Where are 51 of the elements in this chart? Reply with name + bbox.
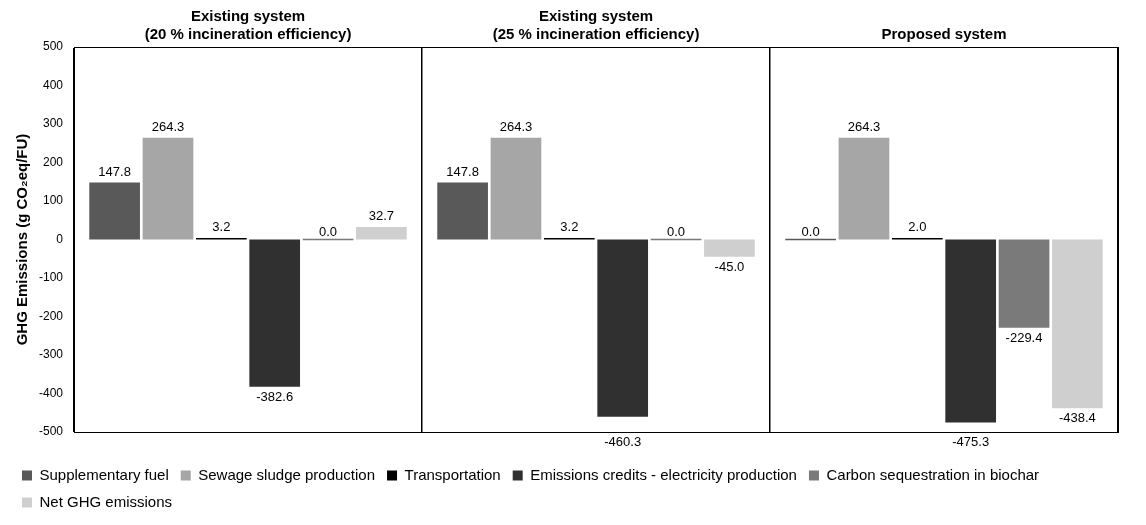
y-tick-label: 300 — [42, 116, 64, 131]
bar — [945, 239, 997, 423]
data-label: 3.2 — [560, 219, 579, 235]
data-label: 0.0 — [319, 224, 338, 240]
legend-label: Carbon sequestration in biochar — [826, 465, 1040, 483]
bar — [597, 239, 649, 417]
y-tick-label: 0 — [56, 231, 64, 246]
y-tick-label: -300 — [38, 347, 64, 362]
data-label: 264.3 — [847, 118, 881, 134]
data-label: -475.3 — [952, 434, 990, 450]
data-label: 264.3 — [499, 118, 533, 134]
data-label: -382.6 — [256, 388, 294, 404]
bar — [89, 182, 140, 240]
bar — [1052, 239, 1103, 409]
data-label: -460.3 — [604, 434, 642, 450]
y-tick-label: -400 — [38, 385, 64, 400]
bar — [998, 239, 1050, 328]
data-label: 0.0 — [667, 224, 686, 240]
bar — [249, 239, 301, 387]
y-tick-label: -500 — [38, 424, 64, 439]
y-tick-label: 100 — [42, 193, 64, 208]
bar — [490, 137, 542, 240]
legend-label: Emissions credits - electricity production — [530, 465, 797, 483]
bar — [838, 137, 890, 240]
data-label: 264.3 — [151, 118, 185, 134]
data-label: 0.0 — [801, 224, 820, 240]
data-label: -438.4 — [1058, 410, 1096, 426]
data-label: 2.0 — [908, 219, 927, 235]
data-label: 32.7 — [368, 207, 395, 223]
bar — [437, 182, 488, 240]
y-tick-label: 200 — [42, 154, 64, 169]
legend-label: Sewage sludge production — [198, 465, 376, 483]
y-axis-title: GHG Emissions (g CO₂eq/FU) — [13, 133, 31, 346]
legend-label: Transportation — [404, 465, 501, 483]
x-tick-label: Existing system (25 % incineration efficiency) — [492, 7, 700, 43]
legend-label: Net GHG emissions — [39, 492, 173, 510]
x-tick-label: Proposed system — [881, 25, 1007, 43]
data-label: -229.4 — [1005, 329, 1043, 345]
data-label: 147.8 — [446, 163, 479, 179]
y-tick-label: -100 — [38, 270, 64, 285]
data-label: -45.0 — [714, 258, 745, 274]
bar — [704, 239, 755, 257]
data-label: 3.2 — [212, 219, 231, 235]
x-tick-label: Existing system (20 % incineration efficiency) — [144, 7, 352, 43]
legend-label: Supplementary fuel — [39, 465, 169, 483]
bar — [142, 137, 194, 240]
y-tick-label: 400 — [42, 77, 64, 92]
bar — [356, 226, 407, 240]
y-tick-label: 500 — [42, 39, 64, 54]
data-label: 147.8 — [98, 163, 131, 179]
y-tick-label: -200 — [38, 308, 64, 323]
